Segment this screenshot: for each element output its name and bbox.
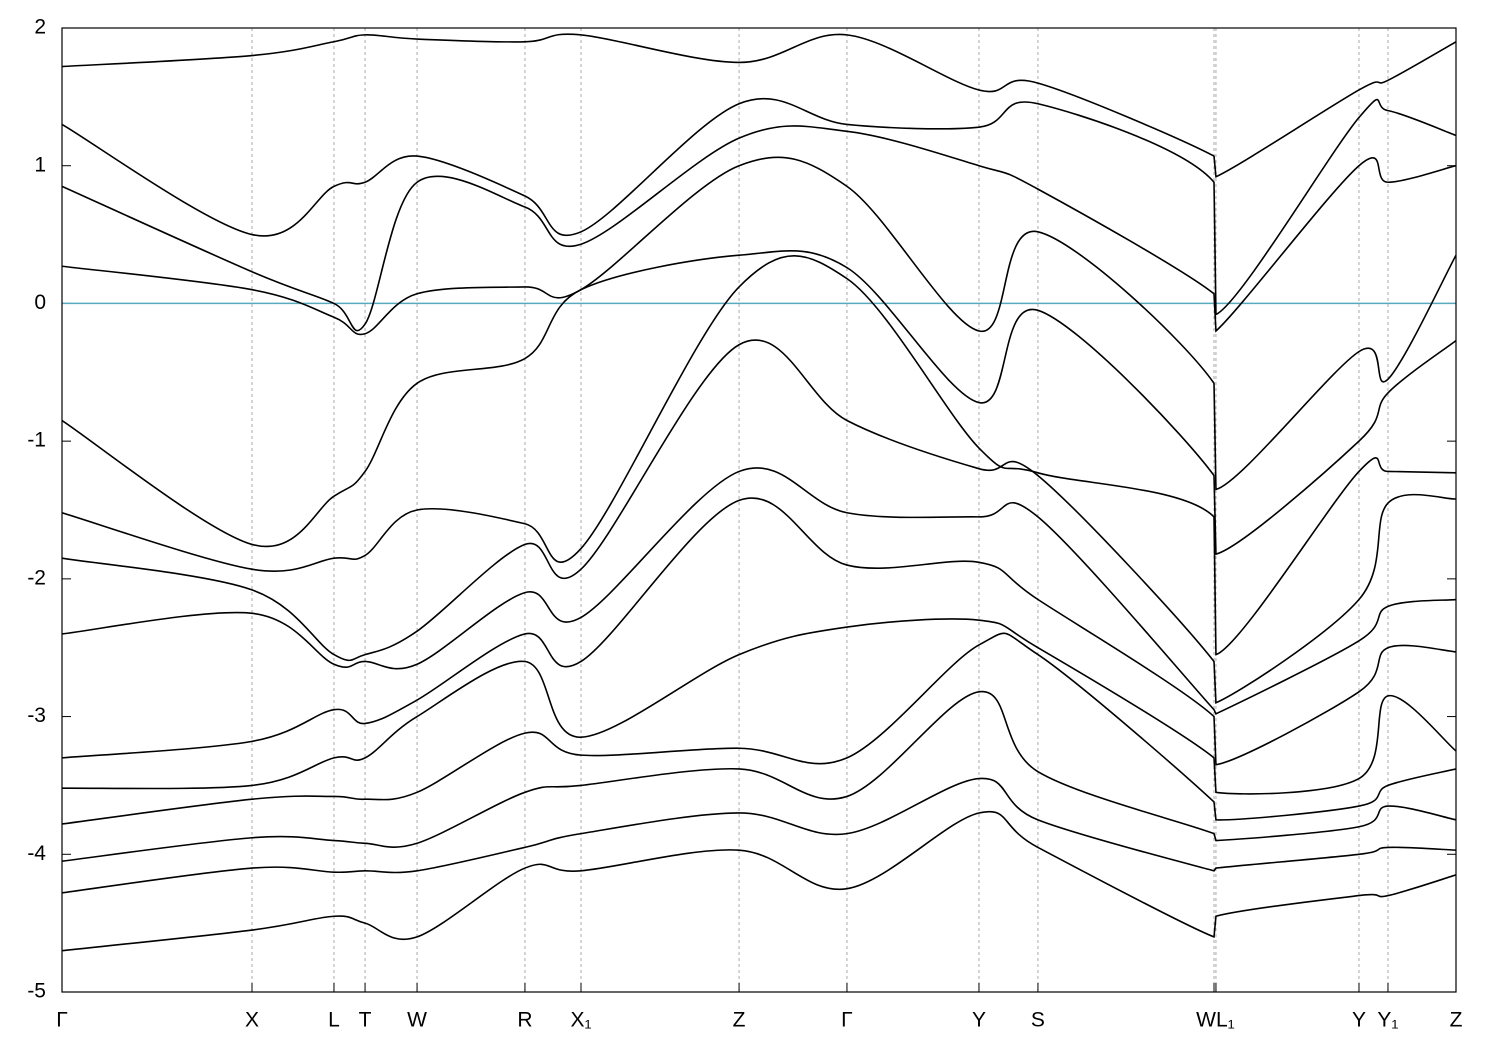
band-line [62, 497, 1456, 766]
x-tick-label: L₁ [1216, 1009, 1235, 1032]
x-tick-label: Y [1352, 1009, 1366, 1032]
x-tick-label: L [328, 1009, 340, 1032]
x-tick-label: T [359, 1009, 372, 1032]
band-line [62, 97, 1456, 316]
x-tick-label: Γ [841, 1009, 853, 1032]
y-tick-label: -2 [27, 566, 46, 589]
x-tick-label: Z [1450, 1009, 1463, 1032]
bands [62, 33, 1456, 952]
y-tick-label: -3 [27, 704, 46, 727]
band-line [62, 810, 1456, 952]
x-tick-label: Γ [56, 1009, 68, 1032]
band-line [62, 249, 1456, 556]
y-tick-label: -1 [27, 429, 46, 452]
band-line [62, 777, 1456, 894]
x-tick-label: Z [733, 1009, 746, 1032]
y-tick-label: -5 [27, 980, 46, 1003]
band-line [62, 255, 1456, 656]
y-tick-label: 1 [34, 153, 46, 176]
y-tick-label: -4 [27, 842, 46, 865]
x-tick-label: W [1196, 1009, 1216, 1032]
x-tick-label: W [407, 1009, 427, 1032]
x-tick-label: X₁ [570, 1009, 591, 1032]
x-tick-label: Y [972, 1009, 986, 1032]
band-line [62, 690, 1456, 862]
band-line [62, 125, 1456, 333]
band-line [62, 467, 1456, 715]
band-line [62, 632, 1456, 825]
plot-frame [61, 27, 1457, 993]
x-tick-label: S [1031, 1009, 1045, 1032]
x-tick-label: X [245, 1009, 259, 1032]
band-line [62, 156, 1456, 491]
y-tick-label: 0 [34, 291, 46, 314]
x-tick-label: Y₁ [1377, 1009, 1398, 1032]
band-line [62, 618, 1456, 795]
x-tick-label: R [517, 1009, 532, 1032]
band-line [62, 33, 1456, 178]
band-line [62, 339, 1456, 704]
y-tick-label: 2 [34, 16, 46, 39]
